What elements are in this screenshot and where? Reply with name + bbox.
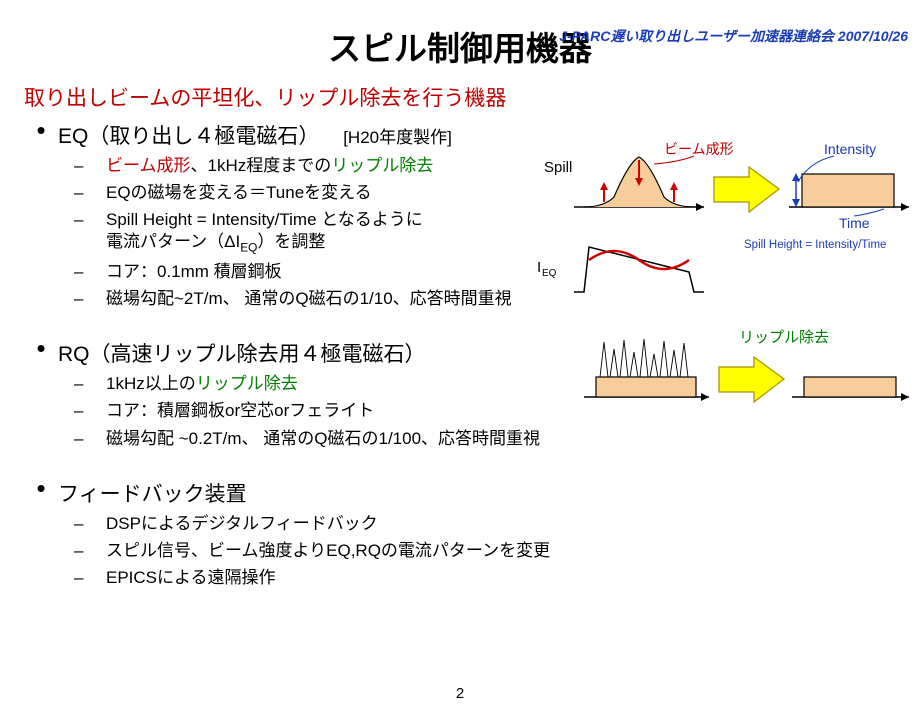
fb-item: –スピル信号、ビーム強度よりEQ,RQの電流パターンを変更 <box>74 540 920 562</box>
rq-item: –磁場勾配 ~0.2T/m、 通常のQ磁石の1/100、応答時間重視 <box>74 428 920 450</box>
fb-heading: • フィードバック装置 <box>24 478 920 508</box>
ieq-sub: EQ <box>542 268 557 279</box>
eq-heading-text: EQ（取り出し４極電磁石） <box>58 125 319 148</box>
eq-note: [H20年度製作] <box>343 128 452 147</box>
header-note: J-PARC遅い取り出しユーザー加速器連絡会 2007/10/26 <box>559 26 908 46</box>
ieq-label: I <box>537 259 541 276</box>
fb-item: –DSPによるデジタルフィードバック <box>74 513 920 535</box>
spill-label: Spill <box>544 159 572 176</box>
intensity-label: Intensity <box>824 142 876 157</box>
fb-item: –EPICSによる遠隔操作 <box>74 567 920 589</box>
spill-eq-label: Spill Height = Intensity/Time <box>744 239 886 251</box>
beam-shaping-label: ビーム成形 <box>664 142 734 157</box>
diagrams: Spill ビーム成形 Intensity Time Spill Height … <box>534 142 914 422</box>
subtitle: 取り出しビームの平坦化、リップル除去を行う機器 <box>24 82 920 112</box>
page-number: 2 <box>456 685 464 702</box>
ripple-label: リップル除去 <box>739 329 829 346</box>
time-label: Time <box>839 215 870 231</box>
beam-shaping-text: ビーム成形 <box>106 156 191 175</box>
ripple-removal-text: リップル除去 <box>331 156 433 175</box>
